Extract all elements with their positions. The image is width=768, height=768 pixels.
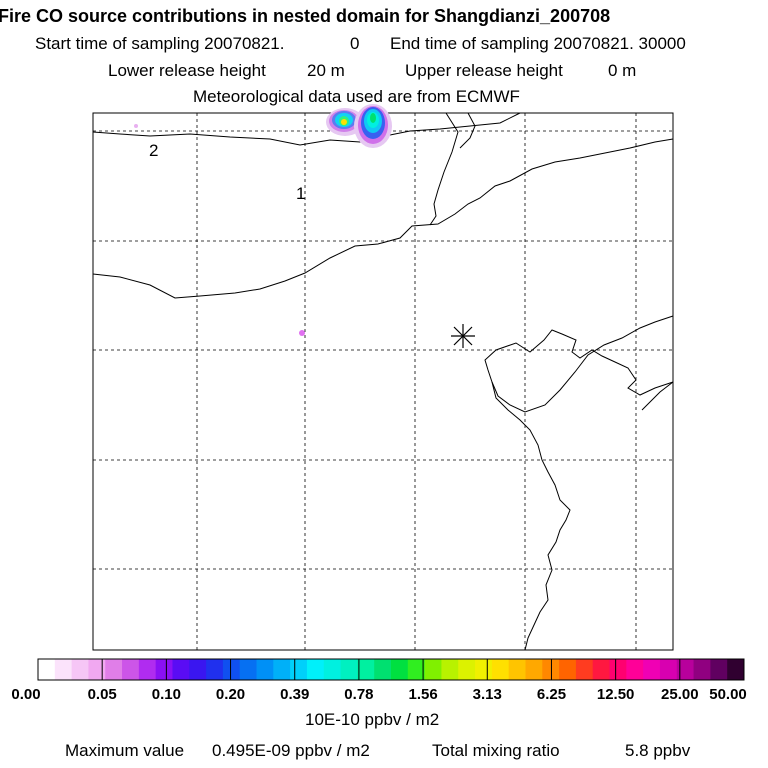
colorbar-swatch [693,659,711,680]
colorbar-tick-label: 12.50 [596,686,635,703]
colorbar-swatch [525,659,543,680]
receptor-star-icon [451,324,475,348]
colorbar-swatch [357,659,375,680]
colorbar-swatch [206,659,224,680]
colorbar-swatch [424,659,442,680]
map-boundaries [92,112,674,651]
colorbar-swatch [71,659,89,680]
colorbar-swatch [475,659,493,680]
colorbar-swatch [155,659,173,680]
colorbar-swatch [290,659,308,680]
colorbar-swatch [222,659,241,680]
colorbar-swatch [592,659,611,680]
maximum-value: 0.495E-09 ppbv / m2 [212,741,370,760]
lower-release-label: Lower release height [108,61,266,80]
colorbar-swatch [659,659,678,680]
colorbar-swatch [105,659,123,680]
colorbar-tick-label: 3.13 [472,686,502,703]
meteorological-note: Meteorological data used are from ECMWF [193,87,520,106]
colorbar-swatch [575,659,594,680]
map-frame [92,112,674,651]
total-mixing-ratio-value: 5.8 ppbv [625,741,691,760]
coastline-korea [641,381,674,411]
chart-title: Fire CO source contributions in nested d… [0,6,611,26]
colorbar-swatch [727,659,745,680]
colorbar-swatch [609,659,627,680]
colorbar-swatch [122,659,140,680]
colorbar-swatch [626,659,644,680]
region-label-2: 2 [149,141,159,160]
colorbar-swatch [441,659,459,680]
colorbar-swatch [407,659,426,680]
colorbar-swatch [323,659,342,680]
coastline-shandong [491,381,571,651]
colorbar-tick-label: 0.39 [280,686,310,703]
boundary-region-1 [92,138,674,299]
colorbar-tick-label: 1.56 [408,686,438,703]
colorbar-tick-label: 0.10 [151,686,181,703]
colorbar-tick-label: 6.25 [536,686,567,703]
colorbar [38,659,745,680]
boundary-inner-north [429,112,459,226]
concentration-plume [134,104,392,336]
end-time-label: End time of sampling 20070821. 30000 [390,34,686,53]
colorbar-swatch [138,659,157,680]
boundary-inner-east [459,112,476,149]
plume-ring-b6 [370,113,376,123]
colorbar-swatch [374,659,392,680]
colorbar-swatch [391,659,409,680]
colorbar-tick-label: 0.05 [87,686,117,703]
colorbar-ticks [37,659,745,680]
start-time-label: Start time of sampling 20070821. [35,34,285,53]
colorbar-tick-label: 50.00 [709,686,747,703]
region-label-1: 1 [296,184,306,203]
colorbar-swatch [256,659,274,680]
colorbar-swatch [508,659,526,680]
colorbar-unit: 10E-10 ppbv / m2 [305,710,440,729]
colorbar-swatch [38,659,56,680]
colorbar-swatch [189,659,207,680]
plume-ring-a6 [341,119,347,125]
colorbar-swatch [676,659,695,680]
colorbar-swatch [88,659,106,680]
map-grid [93,113,673,650]
boundary-north [92,112,521,146]
plume-speck-2 [134,124,138,128]
colorbar-swatch [458,659,476,680]
colorbar-tick-label: 0.78 [344,686,374,703]
plume-speck-1 [299,330,305,336]
upper-release-label: Upper release height [405,61,563,80]
colorbar-tick-label: 0.00 [11,686,41,703]
colorbar-swatch [643,659,661,680]
colorbar-tick-label: 25.00 [661,686,699,703]
colorbar-swatch [340,659,358,680]
coastline-liaodong [484,315,674,413]
colorbar-swatch [491,659,510,680]
total-mixing-ratio-label: Total mixing ratio [432,741,560,760]
colorbar-swatch [559,659,577,680]
colorbar-swatch [542,659,560,680]
colorbar-swatch [306,659,325,680]
colorbar-tick-label: 0.20 [215,686,246,703]
colorbar-swatch [54,659,73,680]
start-time-value: 0 [350,34,360,53]
colorbar-swatch [273,659,291,680]
colorbar-swatch [172,659,190,680]
upper-release-value: 0 m [608,61,637,80]
colorbar-swatch [710,659,728,680]
maximum-value-label: Maximum value [65,741,185,760]
lower-release-value: 20 m [307,61,345,80]
colorbar-swatch [239,659,258,680]
